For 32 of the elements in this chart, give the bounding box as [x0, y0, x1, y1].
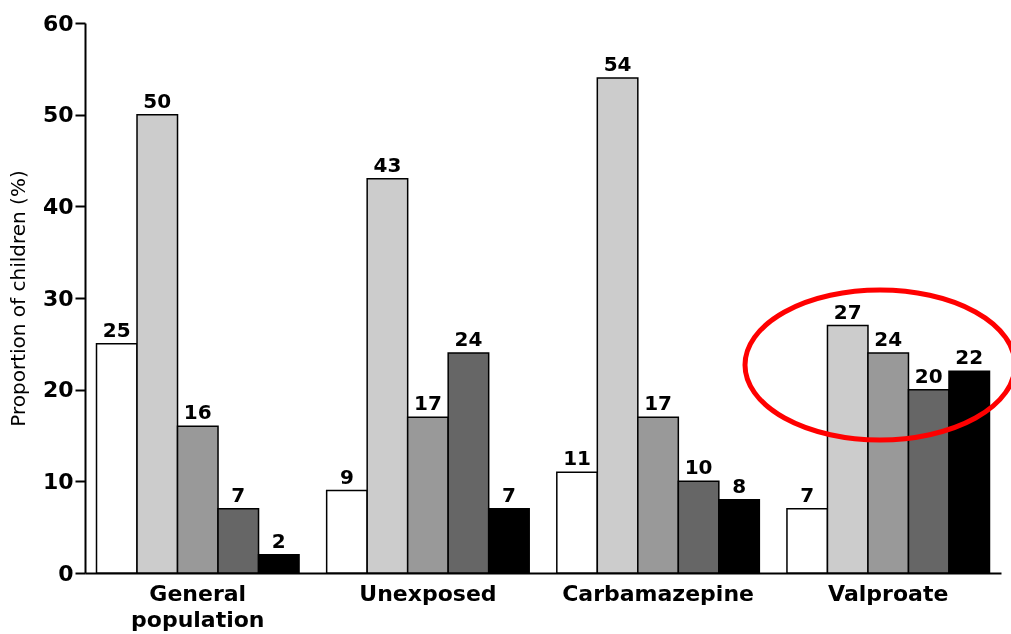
y-tick-label: 10 — [42, 468, 74, 494]
data-label: 8 — [732, 473, 747, 498]
y-tick-label: 30 — [42, 285, 74, 311]
x-tick-label: Unexposed — [359, 580, 497, 606]
y-axis-title: Proportion of children (%) — [5, 170, 30, 427]
data-label: 17 — [414, 391, 442, 416]
data-label: 24 — [874, 327, 903, 351]
data-label: 27 — [833, 299, 862, 324]
data-label: 25 — [102, 317, 131, 342]
data-label: 7 — [800, 482, 815, 507]
data-label: 7 — [501, 482, 516, 507]
x-tick-label: Valproate — [828, 580, 949, 606]
data-label: 22 — [955, 345, 984, 370]
data-label: 24 — [454, 327, 483, 351]
data-label: 7 — [231, 482, 246, 507]
data-label: 20 — [914, 363, 943, 388]
y-tick-label: 40 — [42, 193, 74, 219]
y-tick-label: 0 — [58, 560, 74, 586]
data-label: 50 — [143, 88, 172, 113]
data-label: 16 — [183, 400, 212, 425]
data-label: 11 — [563, 446, 591, 471]
x-tick-label: Carbamazepine — [562, 580, 754, 606]
y-tick-label: 20 — [42, 377, 74, 403]
data-label: 10 — [684, 455, 713, 480]
data-label: 9 — [339, 464, 354, 489]
y-tick-label: 50 — [42, 102, 74, 128]
y-tick-label: 60 — [42, 10, 74, 36]
data-label: 17 — [644, 391, 672, 416]
data-label: 2 — [271, 528, 286, 553]
x-tick-label: General population — [131, 580, 265, 632]
data-label: 43 — [373, 152, 402, 177]
data-label: 54 — [603, 52, 632, 76]
